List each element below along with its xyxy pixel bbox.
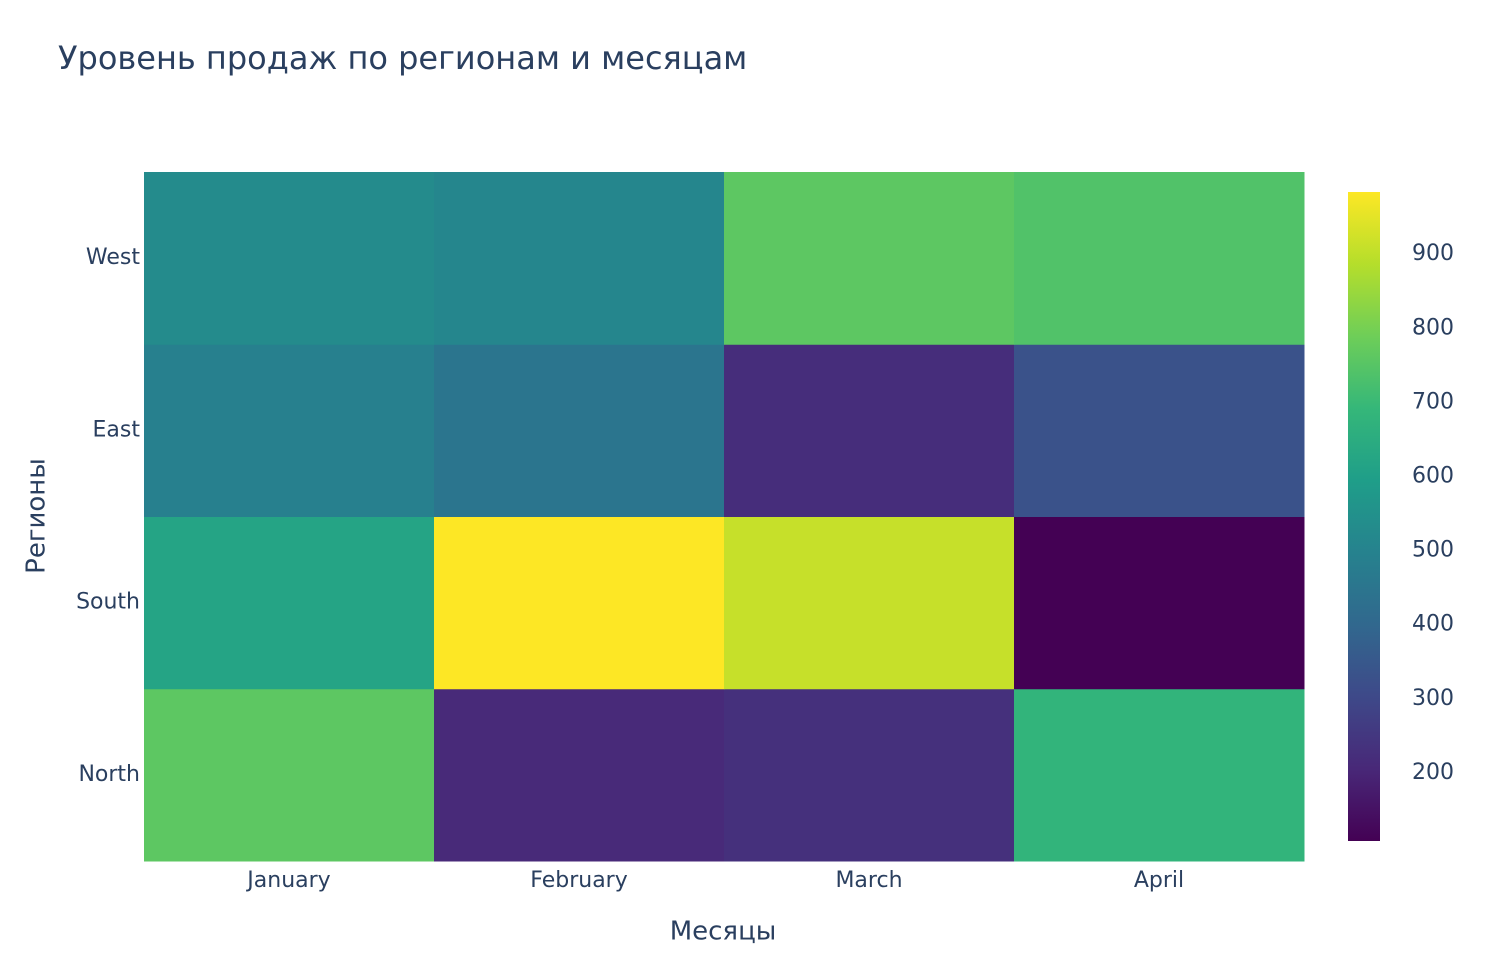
y-tick-label: East bbox=[93, 417, 141, 442]
x-tick-label: February bbox=[530, 868, 628, 893]
colorbar bbox=[1348, 192, 1380, 841]
heatmap-cell bbox=[434, 688, 725, 862]
heatmap-cell bbox=[724, 516, 1015, 690]
heatmap-cell bbox=[144, 688, 435, 862]
heatmap-cell bbox=[144, 516, 435, 690]
heatmap-cell bbox=[724, 172, 1015, 345]
heatmap-cell bbox=[724, 688, 1015, 862]
y-axis-title: Регионы bbox=[22, 458, 52, 574]
x-axis-title: Месяцы bbox=[670, 917, 777, 947]
colorbar-tick-label: 200 bbox=[1412, 760, 1454, 785]
colorbar-tick-label: 400 bbox=[1412, 612, 1454, 637]
colorbar-tick-label: 600 bbox=[1412, 463, 1454, 488]
x-tick-label: April bbox=[1134, 868, 1184, 893]
heatmap-cell bbox=[1014, 172, 1305, 345]
heatmap-cell bbox=[434, 516, 725, 690]
colorbar-tick-label: 800 bbox=[1412, 315, 1454, 340]
colorbar-tick-label: 700 bbox=[1412, 389, 1454, 414]
heatmap-cell bbox=[144, 344, 435, 517]
heatmap-cell bbox=[1014, 344, 1305, 517]
chart-title: Уровень продаж по регионам и месяцам bbox=[58, 39, 747, 77]
x-tick-label: March bbox=[835, 868, 902, 893]
y-tick-label: North bbox=[78, 762, 140, 787]
heatmap-cell bbox=[1014, 688, 1305, 862]
colorbar-tick-label: 900 bbox=[1412, 241, 1454, 266]
heatmap-cell bbox=[434, 172, 725, 345]
colorbar-tick-label: 500 bbox=[1412, 538, 1454, 563]
heatmap-cell bbox=[724, 344, 1015, 517]
heatmap-cell bbox=[144, 172, 435, 345]
colorbar-tick-label: 300 bbox=[1412, 686, 1454, 711]
y-tick-label: West bbox=[86, 245, 140, 270]
heatmap-cell bbox=[1014, 516, 1305, 690]
heatmap-cell bbox=[434, 344, 725, 517]
y-tick-label: South bbox=[76, 590, 140, 615]
x-tick-label: January bbox=[245, 868, 330, 893]
